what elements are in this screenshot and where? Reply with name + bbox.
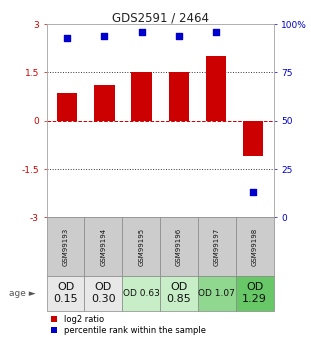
Bar bbox=[169, 72, 189, 121]
Text: OD 0.63: OD 0.63 bbox=[123, 289, 160, 298]
Text: GSM99198: GSM99198 bbox=[252, 228, 258, 266]
Text: GSM99197: GSM99197 bbox=[214, 228, 220, 266]
Point bbox=[139, 29, 144, 34]
Bar bbox=[85, 276, 122, 310]
Text: OD
0.15: OD 0.15 bbox=[53, 283, 78, 304]
Text: OD
0.85: OD 0.85 bbox=[167, 283, 192, 304]
Bar bbox=[94, 85, 114, 121]
Bar bbox=[236, 217, 274, 276]
Bar bbox=[243, 121, 263, 156]
Bar bbox=[198, 276, 236, 310]
Text: GSM99194: GSM99194 bbox=[100, 228, 106, 266]
Text: OD
0.30: OD 0.30 bbox=[91, 283, 116, 304]
Bar bbox=[160, 217, 198, 276]
Text: OD 1.07: OD 1.07 bbox=[198, 289, 235, 298]
Bar bbox=[122, 217, 160, 276]
Point bbox=[251, 189, 256, 195]
Title: GDS2591 / 2464: GDS2591 / 2464 bbox=[112, 11, 209, 24]
Bar bbox=[47, 276, 85, 310]
Legend: log2 ratio, percentile rank within the sample: log2 ratio, percentile rank within the s… bbox=[51, 315, 206, 335]
Bar bbox=[236, 276, 274, 310]
Bar bbox=[160, 276, 198, 310]
Text: GSM99193: GSM99193 bbox=[63, 228, 68, 266]
Text: age ►: age ► bbox=[9, 289, 35, 298]
Bar bbox=[206, 56, 226, 121]
Point bbox=[102, 33, 107, 39]
Text: GSM99196: GSM99196 bbox=[176, 228, 182, 266]
Bar bbox=[57, 93, 77, 121]
Bar bbox=[85, 217, 122, 276]
Bar bbox=[131, 72, 152, 121]
Bar bbox=[47, 217, 85, 276]
Text: OD
1.29: OD 1.29 bbox=[242, 283, 267, 304]
Bar bbox=[122, 276, 160, 310]
Point bbox=[176, 33, 181, 39]
Bar bbox=[198, 217, 236, 276]
Point bbox=[65, 35, 70, 40]
Point bbox=[214, 29, 219, 34]
Text: GSM99195: GSM99195 bbox=[138, 228, 144, 266]
